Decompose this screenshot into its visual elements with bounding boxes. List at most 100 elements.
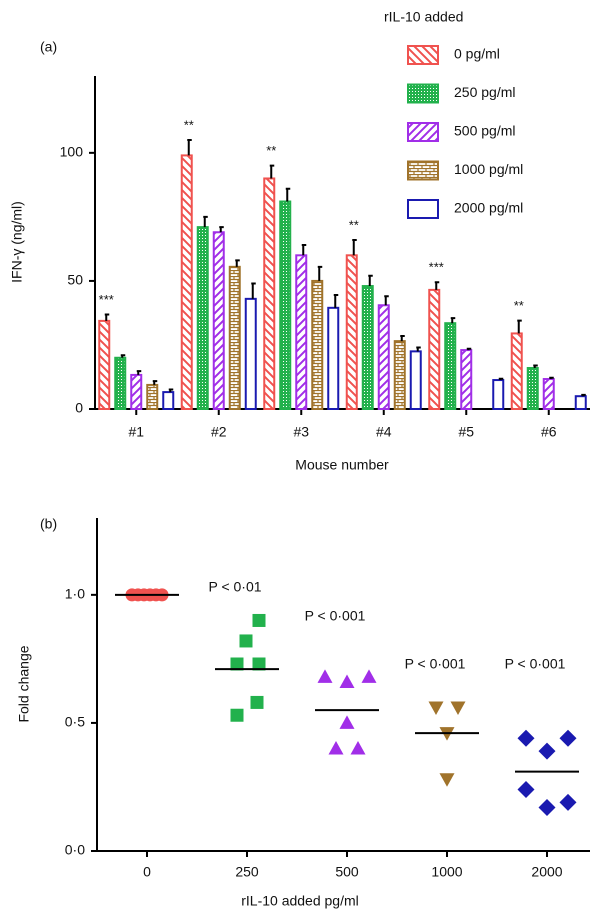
- x-axis-title: Mouse number: [295, 457, 389, 473]
- bar: [98, 319, 111, 411]
- bar: [327, 306, 340, 411]
- data-point: [252, 657, 266, 671]
- error-bar: [251, 282, 256, 299]
- data-point: [538, 742, 556, 760]
- error-bar: [517, 319, 522, 334]
- data-point: [439, 773, 455, 787]
- bar: [361, 285, 374, 410]
- annotation: **: [266, 143, 276, 158]
- legend-label: 1000 pg/ml: [454, 161, 523, 177]
- error-bar: [450, 317, 456, 324]
- x-tick-label: #4: [376, 424, 392, 440]
- bar: [212, 231, 225, 410]
- error-bar: [581, 393, 586, 397]
- error-bar: [549, 376, 554, 380]
- error-bar: [416, 346, 421, 352]
- data-point: [230, 708, 244, 722]
- x-tick-label: 2000: [531, 864, 562, 880]
- legend-label: 500 pg/ml: [454, 123, 515, 139]
- data-point: [450, 701, 466, 716]
- y-tick-label: 0: [75, 400, 83, 416]
- annotation: P < 0·001: [505, 656, 566, 672]
- bar: [162, 391, 175, 410]
- y-axis-title: IFN-γ (ng/ml): [9, 201, 25, 283]
- y-tick-label: 0·0: [65, 842, 85, 858]
- y-axis-title: Fold change: [16, 645, 32, 722]
- bar: [130, 373, 143, 411]
- bar: [460, 349, 473, 411]
- x-tick-label: #6: [541, 424, 557, 440]
- x-tick-label: 500: [335, 864, 359, 880]
- y-tick-label: 50: [67, 272, 83, 288]
- legend-label: 2000 pg/ml: [454, 200, 523, 216]
- error-bar: [168, 388, 174, 393]
- panel-label: (a): [40, 39, 57, 55]
- error-bar: [384, 295, 389, 306]
- bar: [542, 378, 555, 410]
- y-tick-label: 0·5: [65, 714, 85, 730]
- annotation: **: [184, 117, 194, 132]
- legend-swatch: [407, 45, 439, 65]
- error-bar: [235, 259, 240, 267]
- error-bar: [104, 313, 110, 321]
- legend-label: 250 pg/ml: [454, 84, 515, 100]
- legend-title: rIL-10 added: [384, 9, 463, 25]
- error-bar: [368, 274, 373, 287]
- bar: [377, 304, 390, 410]
- bar: [526, 367, 539, 410]
- legend-label: 0 pg/ml: [454, 46, 500, 62]
- x-axis-title: rIL-10 added pg/ml: [241, 893, 359, 909]
- data-point: [517, 729, 535, 747]
- error-bar: [301, 244, 307, 256]
- bar: [510, 332, 523, 410]
- error-bar: [333, 294, 339, 308]
- legend-swatch: [407, 83, 439, 104]
- error-bar: [219, 226, 224, 233]
- x-tick-label: 250: [235, 864, 259, 880]
- error-bar: [400, 334, 405, 342]
- legend-swatch: [407, 199, 439, 219]
- bar: [279, 200, 292, 410]
- error-bar: [285, 187, 291, 202]
- bar: [146, 383, 159, 410]
- bar: [393, 340, 406, 410]
- bar: [409, 350, 422, 411]
- error-bar: [187, 139, 192, 156]
- annotation: P < 0·01: [208, 579, 261, 595]
- panel-label: (b): [40, 516, 57, 532]
- annotation: ***: [99, 292, 114, 307]
- y-tick-label: 100: [60, 144, 84, 160]
- bar: [311, 279, 324, 410]
- bar: [444, 322, 457, 411]
- data-point: [339, 674, 355, 688]
- bar: [428, 288, 441, 410]
- x-tick-label: #1: [128, 424, 144, 440]
- bar: [114, 356, 127, 410]
- error-bar: [434, 281, 440, 290]
- bar: [228, 265, 241, 411]
- legend-swatch: [407, 122, 439, 142]
- error-bar: [466, 347, 472, 351]
- bar: [180, 154, 193, 410]
- error-bar: [136, 370, 142, 375]
- data-point: [559, 729, 577, 747]
- annotation: P < 0·001: [405, 656, 466, 672]
- error-bar: [352, 238, 357, 256]
- bar: [492, 379, 505, 411]
- error-bar: [203, 215, 208, 228]
- error-bar: [317, 265, 323, 281]
- x-tick-label: #2: [211, 424, 227, 440]
- data-point: [350, 741, 366, 755]
- data-point: [339, 715, 355, 729]
- x-tick-label: 1000: [431, 864, 462, 880]
- annotation: **: [514, 298, 524, 313]
- data-point: [317, 669, 333, 683]
- error-bar: [269, 164, 275, 179]
- error-bar: [120, 354, 126, 358]
- annotation: **: [349, 217, 359, 232]
- data-point: [428, 701, 444, 716]
- error-bar: [498, 377, 504, 381]
- error-bar: [533, 364, 538, 369]
